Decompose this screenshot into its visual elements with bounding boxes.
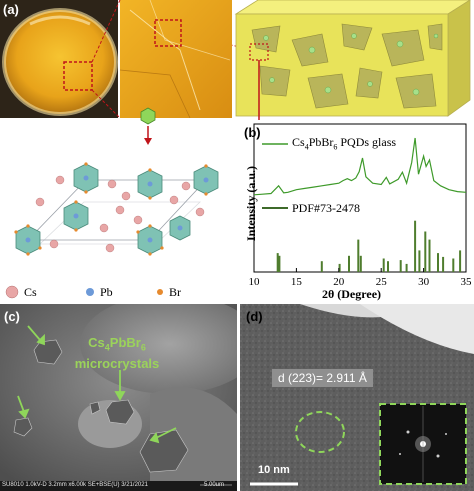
- x-axis-label: 2θ (Degree): [322, 287, 382, 301]
- pdf-reference-peak: [428, 239, 431, 272]
- series2-legend-label: PDF#73-2478: [292, 201, 361, 215]
- glass-schematic-block: [232, 0, 471, 120]
- pb-atom-marker: [86, 288, 94, 296]
- pdf-reference-peak: [442, 256, 445, 272]
- x-tick-label: 20: [333, 276, 345, 288]
- legend-cs-label: Cs: [24, 285, 37, 299]
- y-axis-label: Intensity (a.u.): [244, 165, 259, 242]
- panel-label-a: (a): [3, 2, 19, 17]
- nanocrystal-hexagon-icon: [140, 107, 156, 145]
- zoom-region-box-1: [63, 61, 93, 91]
- pdf-reference-peak: [348, 255, 350, 272]
- x-tick-label: 30: [418, 276, 430, 288]
- pdf-reference-peak: [276, 253, 279, 272]
- glass-disk: [4, 10, 116, 114]
- pdf-reference-peak: [338, 263, 341, 272]
- xrd-chart: 10 15 20 25 30 35: [249, 123, 473, 288]
- pdf-reference-peak: [424, 231, 427, 272]
- x-tick-label: 15: [291, 276, 303, 288]
- tem-scale-label: 10 nm: [258, 464, 290, 476]
- schematic-zoom-box: [249, 43, 269, 61]
- pdf-reference-peak: [418, 250, 421, 272]
- panel-label-d: (d): [246, 309, 263, 324]
- pdf-reference-peak: [452, 258, 455, 272]
- x-tick-label: 10: [249, 276, 261, 288]
- cs-atom-marker: [5, 285, 19, 299]
- d-spacing-label: d (223)= 2.911 Å: [272, 369, 373, 387]
- tem-crystal-highlight: [295, 411, 345, 453]
- pdf-reference-peak: [382, 258, 385, 272]
- x-tick-label: 35: [461, 276, 473, 288]
- panel-label-b: (b): [244, 125, 261, 140]
- pdf-reference-peak: [320, 261, 323, 272]
- legend-pb-label: Pb: [100, 285, 113, 299]
- x-tick-label: 25: [376, 276, 388, 288]
- crystal-structure-diagram: [14, 162, 219, 256]
- glass-zoom-photo: [120, 0, 232, 118]
- atom-legend-markers: [5, 285, 163, 299]
- pdf-reference-peak: [399, 260, 402, 272]
- tem-micrograph: [240, 304, 474, 491]
- pdf-reference-peak: [359, 255, 362, 272]
- sem-micrograph: [0, 304, 237, 491]
- pdf-reference-peak: [357, 239, 360, 272]
- pdf-reference-peak: [278, 255, 281, 272]
- zoom-region-box-2: [154, 19, 182, 47]
- series1-legend-label: Cs4PbBr6 PQDs glass: [292, 135, 397, 152]
- series-glass-line: [253, 137, 467, 196]
- glass-photo-panel: [0, 0, 232, 118]
- pdf-reference-peak: [459, 250, 462, 272]
- pdf-reference-peak: [387, 261, 389, 272]
- pdf-reference-peak: [405, 263, 408, 272]
- legend-br-label: Br: [169, 285, 181, 299]
- sem-scale-label: 5.00um: [204, 482, 225, 488]
- sem-microcrystal-label: Cs4PbBr6 microcrystals: [74, 335, 160, 371]
- br-atom-marker: [157, 289, 163, 295]
- panel-label-c: (c): [4, 309, 20, 324]
- pdf-reference-peak: [414, 220, 417, 272]
- sem-info-bar: SU8010 1.0kV-D 3.2mm x6.00k SE+BSE(U) 3/…: [2, 482, 148, 488]
- pdf-reference-peak: [437, 253, 439, 272]
